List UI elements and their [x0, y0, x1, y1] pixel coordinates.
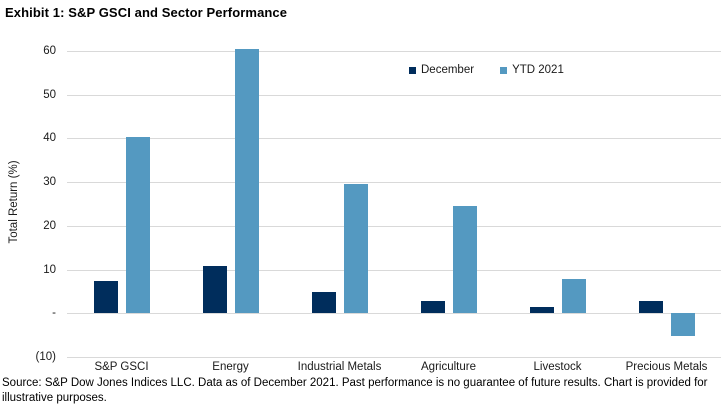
bar-ytd-2021-agriculture	[452, 205, 477, 314]
bar-december-livestock	[529, 307, 554, 314]
bar-december-industrial-metals	[311, 292, 336, 314]
bar-december-energy	[202, 266, 227, 314]
chart-title: Exhibit 1: S&P GSCI and Sector Performan…	[5, 5, 288, 20]
y-tick-label-40: 40	[43, 132, 56, 145]
category-label-livestock: Livestock	[533, 361, 582, 373]
category-label-precious-metals: Precious Metals	[625, 361, 708, 373]
gridline-10	[67, 269, 721, 271]
gridline-20	[67, 225, 721, 227]
gridline-60	[67, 51, 721, 52]
y-axis-title: Total Return (%)	[8, 160, 20, 244]
gridline--10	[67, 357, 721, 358]
bar-december-s-p-gsci	[93, 280, 118, 314]
y-tick-label-60: 60	[43, 45, 56, 57]
category-label-energy: Energy	[212, 361, 249, 373]
bar-ytd-2021-livestock	[561, 279, 586, 314]
bar-ytd-2021-energy	[234, 48, 259, 314]
gridline-30	[67, 182, 721, 184]
y-tick-label--10: (10)	[35, 351, 56, 363]
legend-swatch-december	[409, 66, 416, 74]
category-label-industrial-metals: Industrial Metals	[297, 361, 382, 373]
legend-item-december: December	[409, 64, 474, 76]
y-tick-label-30: 30	[43, 176, 56, 189]
source-note: Source: S&P Dow Jones Indices LLC. Data …	[2, 377, 708, 404]
bar-ytd-2021-s-p-gsci	[125, 136, 150, 314]
bar-december-precious-metals	[638, 301, 663, 314]
y-tick-label-0: -	[52, 307, 56, 320]
gridline-50	[67, 94, 721, 96]
bar-ytd-2021-precious-metals	[670, 313, 695, 336]
y-tick-label-10: 10	[43, 263, 56, 276]
y-tick-label-50: 50	[43, 88, 56, 101]
gridline-40	[67, 138, 721, 140]
legend-swatch-ytd-2021	[500, 66, 508, 74]
legend-label-ytd-2021: YTD 2021	[512, 64, 564, 76]
legend: December YTD 2021	[409, 64, 564, 76]
bar-ytd-2021-industrial-metals	[343, 184, 368, 314]
legend-label-december: December	[421, 64, 475, 76]
gridline-0	[67, 313, 721, 315]
legend-item-ytd-2021: YTD 2021	[500, 64, 564, 76]
category-label-agriculture: Agriculture	[421, 361, 476, 373]
y-tick-label-20: 20	[43, 219, 56, 232]
bar-december-agriculture	[420, 301, 445, 314]
plot-area	[67, 48, 721, 358]
category-label-s-p-gsci: S&P GSCI	[94, 361, 149, 373]
